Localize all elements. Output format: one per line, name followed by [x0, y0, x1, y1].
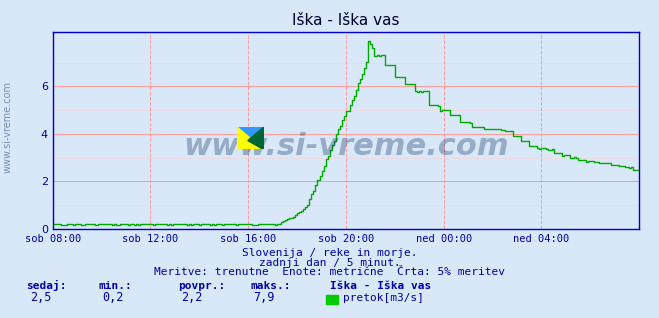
Text: 0,2: 0,2: [102, 291, 123, 303]
Text: Meritve: trenutne  Enote: metrične  Črta: 5% meritev: Meritve: trenutne Enote: metrične Črta: …: [154, 267, 505, 277]
Text: 2,5: 2,5: [30, 291, 51, 303]
Title: Iška - Iška vas: Iška - Iška vas: [292, 13, 400, 28]
Text: maks.:: maks.:: [250, 281, 291, 291]
Polygon shape: [248, 127, 264, 149]
Text: pretok[m3/s]: pretok[m3/s]: [343, 293, 424, 302]
Text: 7,9: 7,9: [254, 291, 275, 303]
Text: zadnji dan / 5 minut.: zadnji dan / 5 minut.: [258, 258, 401, 267]
Text: Iška - Iška vas: Iška - Iška vas: [330, 281, 431, 291]
Text: 2,2: 2,2: [181, 291, 202, 303]
Text: www.si-vreme.com: www.si-vreme.com: [3, 81, 13, 173]
Text: sedaj:: sedaj:: [26, 280, 67, 291]
Text: min.:: min.:: [99, 281, 132, 291]
Text: Slovenija / reke in morje.: Slovenija / reke in morje.: [242, 248, 417, 258]
Text: www.si-vreme.com: www.si-vreme.com: [183, 132, 509, 161]
Text: povpr.:: povpr.:: [178, 281, 225, 291]
Polygon shape: [237, 127, 264, 149]
